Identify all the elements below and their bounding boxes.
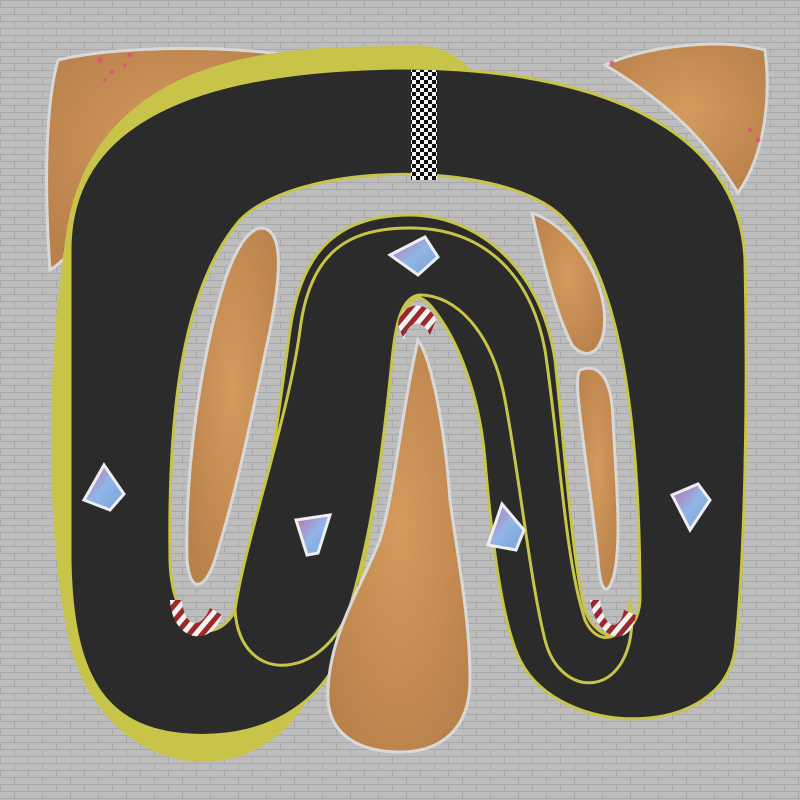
boost-pad-left-inner-icon [294,513,333,557]
boost-pad-left-outer-icon [81,462,126,512]
curbs [170,305,636,637]
sand-top-right [601,42,769,196]
boost-pad-right-outer-icon [669,482,712,533]
boost-pad-right-inner-icon [486,501,526,552]
curb-left-bottom [170,600,222,637]
asphalt-surface [68,66,748,754]
boost-pad-top-icon [387,235,440,277]
boost-pads [81,235,712,557]
curb-right-bottom [590,600,636,637]
curb-center-top [398,305,436,340]
checkered-flag-line-icon [411,70,437,180]
